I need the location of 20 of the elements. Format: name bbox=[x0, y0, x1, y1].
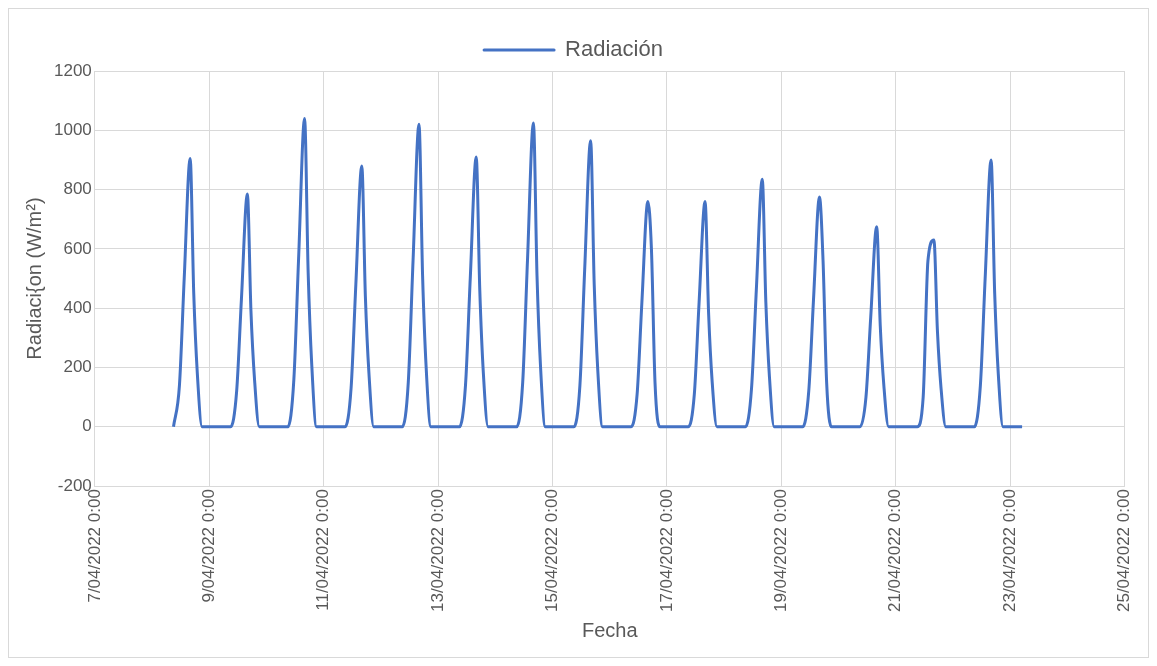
y-tick-label: 600 bbox=[63, 238, 92, 258]
x-tick-label: 9/04/2022 0:00 bbox=[198, 489, 218, 603]
legend-label: Radiación bbox=[565, 36, 663, 62]
x-tick-label: 15/04/2022 0:00 bbox=[542, 489, 562, 613]
line-series bbox=[171, 116, 1024, 429]
x-tick-label: 23/04/2022 0:00 bbox=[999, 489, 1019, 613]
y-tick-label: 800 bbox=[63, 179, 92, 199]
x-tick-label: 19/04/2022 0:00 bbox=[771, 489, 791, 613]
y-tick-label: 1200 bbox=[53, 60, 92, 80]
x-tick-label: 11/04/2022 0:00 bbox=[313, 489, 333, 611]
x-axis-title: Fecha bbox=[581, 618, 639, 641]
y-tick-label: 0 bbox=[82, 416, 92, 436]
y-tick-label: 400 bbox=[63, 297, 92, 317]
y-tick-label: 1000 bbox=[53, 119, 92, 139]
x-tick-label: 13/04/2022 0:00 bbox=[427, 489, 447, 613]
x-tick-label: 17/04/2022 0:00 bbox=[656, 489, 676, 613]
y-tick-label: 200 bbox=[63, 357, 92, 377]
x-tick-label: 25/04/2022 0:00 bbox=[1114, 489, 1134, 613]
x-tick-label: 21/04/2022 0:00 bbox=[885, 489, 905, 613]
y-axis-title: Radiaci{on (W/m²) bbox=[22, 197, 45, 360]
